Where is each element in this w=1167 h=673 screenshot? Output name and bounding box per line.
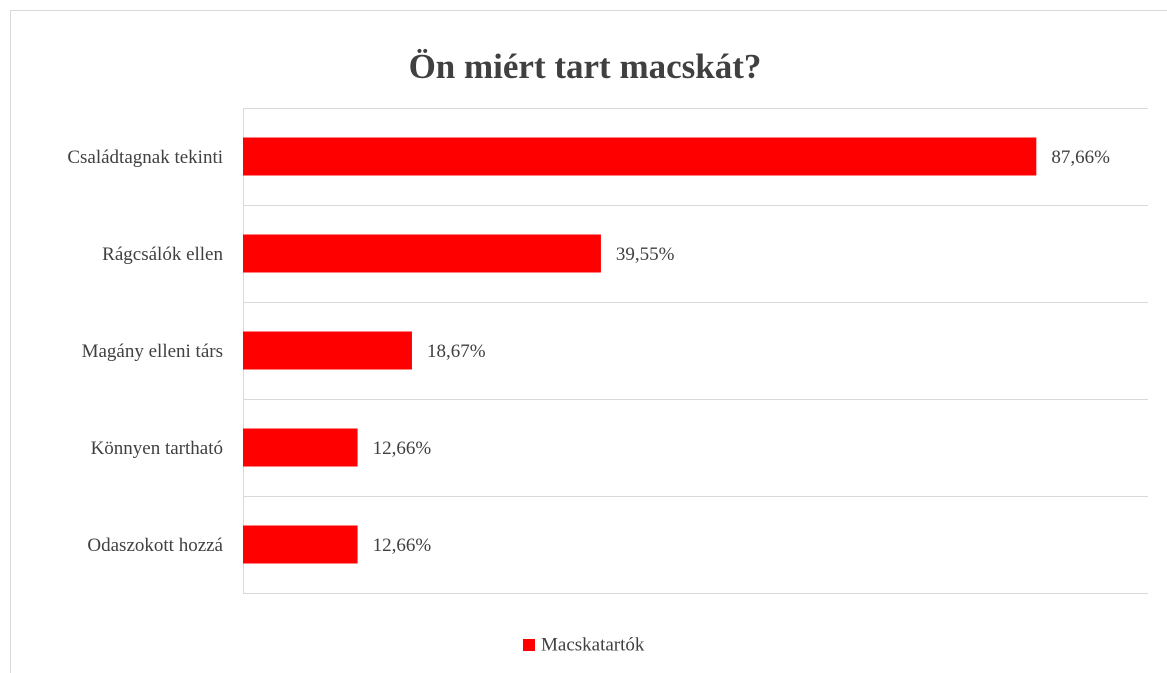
y-tick-label: Odaszokott hozzá [87, 535, 223, 556]
y-tick-label: Könnyen tartható [91, 438, 223, 459]
bar [243, 331, 412, 370]
y-tick-label: Magány elleni társ [82, 341, 223, 362]
data-label: 18,67% [427, 341, 486, 362]
legend-swatch [523, 639, 535, 651]
y-tick-label: Családtagnak tekinti [67, 147, 223, 168]
data-label: 12,66% [373, 438, 432, 459]
legend-label: Macskatartók [541, 634, 645, 655]
bar [243, 137, 1037, 176]
data-label: 87,66% [1051, 147, 1110, 168]
chart-border [10, 10, 1167, 673]
bar [243, 234, 601, 273]
bar [243, 428, 358, 467]
data-label: 12,66% [373, 535, 432, 556]
data-label: 39,55% [616, 244, 675, 265]
chart-title: Ön miért tart macskát? [409, 47, 762, 86]
y-tick-label: Rágcsálók ellen [102, 244, 223, 265]
bar [243, 525, 358, 564]
